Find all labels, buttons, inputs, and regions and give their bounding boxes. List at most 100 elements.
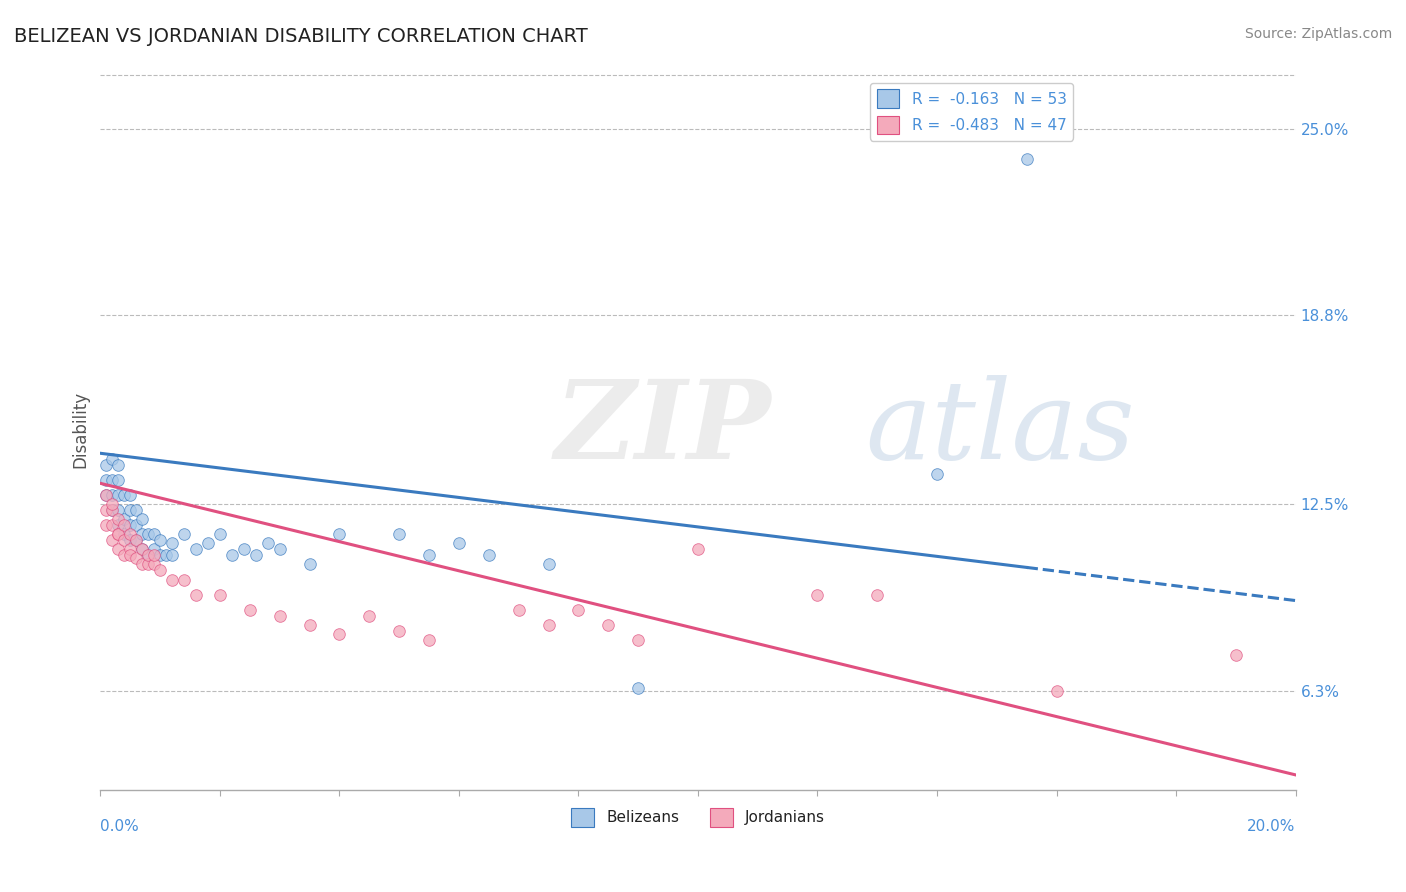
Point — [184, 588, 207, 602]
Point — [101, 503, 124, 517]
Point — [143, 549, 166, 563]
Point — [136, 558, 159, 572]
Point — [101, 518, 124, 533]
Point — [598, 617, 620, 632]
Point — [221, 549, 243, 563]
Text: BELIZEAN VS JORDANIAN DISABILITY CORRELATION CHART: BELIZEAN VS JORDANIAN DISABILITY CORRELA… — [14, 27, 588, 45]
Point — [232, 542, 254, 557]
Point — [149, 549, 172, 563]
Point — [112, 549, 135, 563]
Point — [197, 536, 219, 550]
Point — [107, 473, 129, 487]
Point — [328, 527, 350, 541]
Point — [107, 518, 129, 533]
Point — [112, 488, 135, 502]
Point — [173, 527, 195, 541]
Point — [208, 527, 231, 541]
Point — [131, 558, 153, 572]
Point — [160, 536, 183, 550]
Point — [160, 549, 183, 563]
Point — [125, 518, 148, 533]
Point — [125, 533, 148, 548]
Point — [1045, 683, 1067, 698]
Point — [101, 503, 124, 517]
Point — [107, 458, 129, 473]
Point — [101, 452, 124, 467]
Text: 20.0%: 20.0% — [1247, 819, 1295, 834]
Point — [112, 518, 135, 533]
Point — [131, 512, 153, 526]
Point — [143, 542, 166, 557]
Point — [537, 558, 560, 572]
Text: ZIP: ZIP — [554, 376, 770, 483]
Point — [96, 488, 118, 502]
Point — [1015, 152, 1038, 166]
Point — [418, 549, 440, 563]
Point — [478, 549, 501, 563]
Point — [107, 527, 129, 541]
Point — [131, 527, 153, 541]
Point — [120, 488, 142, 502]
Point — [537, 617, 560, 632]
Point — [101, 533, 124, 548]
Point — [1225, 648, 1247, 662]
Point — [136, 549, 159, 563]
Point — [112, 527, 135, 541]
Point — [120, 533, 142, 548]
Point — [208, 588, 231, 602]
Point — [96, 488, 118, 502]
Point — [359, 608, 381, 623]
Point — [107, 542, 129, 557]
Point — [160, 573, 183, 587]
Point — [925, 467, 948, 482]
Point — [627, 632, 650, 647]
Point — [101, 473, 124, 487]
Point — [131, 542, 153, 557]
Point — [107, 488, 129, 502]
Point — [143, 527, 166, 541]
Point — [806, 588, 828, 602]
Point — [567, 602, 589, 616]
Point — [239, 602, 262, 616]
Point — [149, 533, 172, 548]
Point — [328, 626, 350, 640]
Point — [627, 681, 650, 695]
Point — [96, 503, 118, 517]
Point — [155, 549, 177, 563]
Point — [125, 533, 148, 548]
Point — [120, 549, 142, 563]
Point — [388, 527, 411, 541]
Point — [96, 518, 118, 533]
Point — [245, 549, 267, 563]
Point — [120, 503, 142, 517]
Point — [173, 573, 195, 587]
Point — [269, 608, 291, 623]
Point — [149, 564, 172, 578]
Point — [298, 617, 321, 632]
Point — [101, 488, 124, 502]
Point — [256, 536, 278, 550]
Point — [388, 624, 411, 638]
Point — [125, 551, 148, 566]
Point — [136, 527, 159, 541]
Point — [508, 602, 530, 616]
Text: 0.0%: 0.0% — [100, 819, 139, 834]
Point — [107, 512, 129, 526]
Point — [686, 542, 709, 557]
Point — [120, 542, 142, 557]
Point — [107, 503, 129, 517]
Point — [184, 542, 207, 557]
Legend: Belizeans, Jordanians: Belizeans, Jordanians — [565, 802, 831, 833]
Point — [96, 473, 118, 487]
Point — [112, 512, 135, 526]
Text: Source: ZipAtlas.com: Source: ZipAtlas.com — [1244, 27, 1392, 41]
Point — [96, 458, 118, 473]
Point — [112, 533, 135, 548]
Point — [101, 497, 124, 511]
Point — [107, 527, 129, 541]
Point — [143, 558, 166, 572]
Point — [866, 588, 889, 602]
Point — [120, 527, 142, 541]
Point — [136, 549, 159, 563]
Point — [298, 558, 321, 572]
